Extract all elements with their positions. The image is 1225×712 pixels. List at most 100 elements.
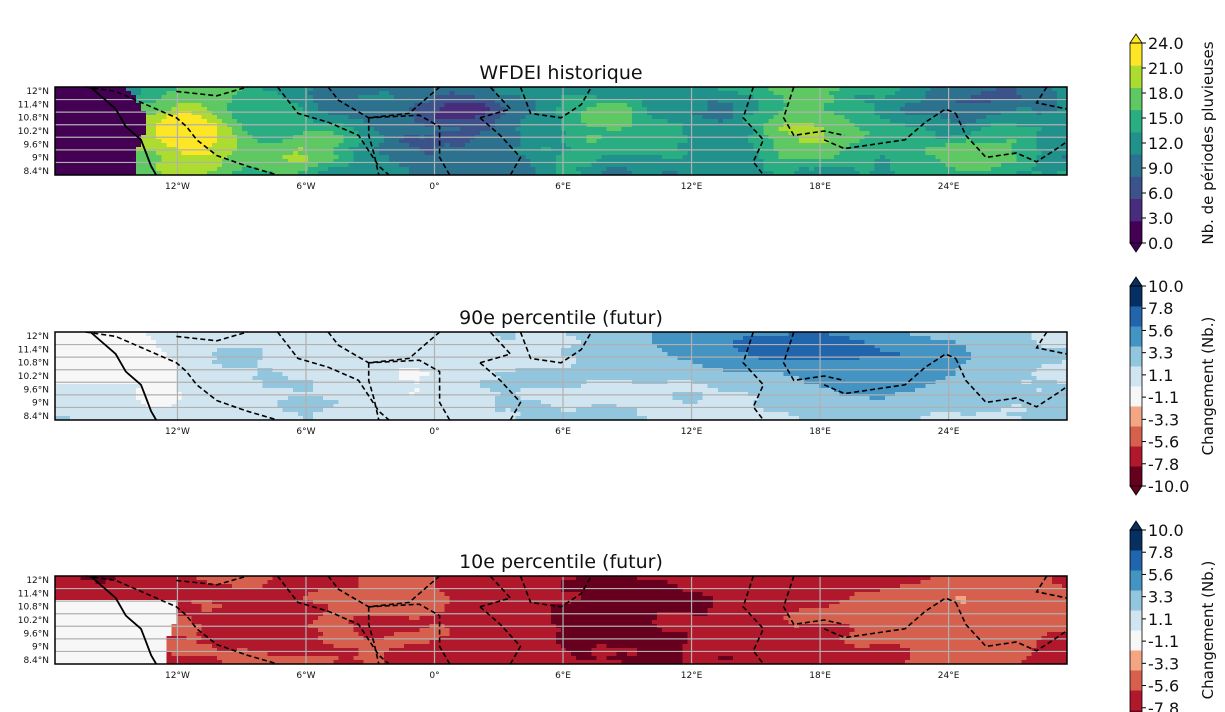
colorbar-bin bbox=[1130, 446, 1142, 467]
lat-tick-label: 10.2°N bbox=[18, 127, 49, 137]
colorbar-bin bbox=[1130, 65, 1142, 88]
colorbar-bin bbox=[1130, 426, 1142, 447]
lat-tick-label: 11.4°N bbox=[18, 100, 49, 110]
colorbar-bin bbox=[1130, 109, 1142, 133]
lat-tick-label: 9.6°N bbox=[23, 385, 49, 395]
lat-tick-label: 8.4°N bbox=[23, 167, 49, 177]
colorbar-bin bbox=[1130, 346, 1142, 367]
lat-tick-label: 10.8°N bbox=[18, 359, 49, 369]
colorbar-tick-label: 15.0 bbox=[1148, 109, 1184, 128]
lon-tick-label: 18°E bbox=[809, 182, 831, 192]
lon-tick-label: 0° bbox=[429, 427, 439, 437]
lon-tick-label: 0° bbox=[429, 182, 439, 192]
lat-tick-label: 10.8°N bbox=[18, 603, 49, 613]
colorbar-bin bbox=[1130, 366, 1142, 387]
colorbar-tick-label: 7.8 bbox=[1148, 299, 1173, 318]
colorbar-bin bbox=[1130, 570, 1142, 591]
lat-tick-label: 9°N bbox=[32, 399, 49, 409]
colorbar-tick-label: 18.0 bbox=[1148, 84, 1184, 103]
colorbar-bin bbox=[1130, 710, 1142, 712]
colorbar-label: Nb. de périodes pluvieuses bbox=[1199, 41, 1217, 244]
colorbar-tick-label: 7.8 bbox=[1148, 543, 1173, 562]
colorbar-bin bbox=[1130, 610, 1142, 631]
colorbar-tick-label: 12.0 bbox=[1148, 134, 1184, 153]
lon-tick-label: 6°W bbox=[296, 182, 315, 192]
colorbar-tick-label: -7.8 bbox=[1148, 699, 1179, 712]
lat-tick-label: 12°N bbox=[26, 576, 49, 586]
colorbar-extend-min bbox=[1129, 485, 1143, 496]
colorbar-bin bbox=[1130, 220, 1142, 244]
gridlines bbox=[55, 576, 1067, 664]
colorbar-bin bbox=[1130, 386, 1142, 407]
lon-tick-label: 12°W bbox=[165, 427, 190, 437]
map-panel-p10: 10e percentile (futur) 12°N 11.4°N 10.8°N 10… bbox=[18, 551, 1068, 681]
colorbar-bin bbox=[1130, 590, 1142, 611]
colorbar-extend-max bbox=[1129, 276, 1143, 287]
colorbar-p90: -10.0 -7.8 -5.6 -3.3 -1.1 1.1 3.3 5.6 7.8 10.0 Cha… bbox=[1129, 276, 1217, 496]
lon-tick-label: 0° bbox=[429, 671, 439, 681]
lat-tick-label: 12°N bbox=[26, 332, 49, 342]
colorbar-historique: 0.0 3.0 6.0 9.0 12.0 15.0 18.0 21.0 24.0 Nb. de p… bbox=[1129, 33, 1217, 253]
colorbar-bin bbox=[1130, 306, 1142, 327]
colorbar-bin bbox=[1130, 670, 1142, 691]
lat-tick-label: 11.4°N bbox=[18, 345, 49, 355]
lat-tick-label: 11.4°N bbox=[18, 589, 49, 599]
country-borders bbox=[85, 86, 1068, 176]
colorbar-bin bbox=[1130, 87, 1142, 111]
colorbar-extend-min bbox=[1129, 242, 1143, 253]
colorbar-tick-label: 1.1 bbox=[1148, 366, 1173, 385]
map-title: 10e percentile (futur) bbox=[459, 551, 663, 573]
colorbar-tick-label: -1.1 bbox=[1148, 632, 1179, 651]
colorbar-tick-label: 10.0 bbox=[1148, 277, 1184, 296]
colorbar-bin bbox=[1130, 198, 1142, 222]
map-title: WFDEI historique bbox=[479, 62, 642, 84]
colorbar-tick-label: -3.3 bbox=[1148, 410, 1179, 429]
colorbar-extend-max bbox=[1129, 33, 1143, 44]
gridlines bbox=[55, 332, 1067, 420]
colorbar-bin bbox=[1130, 550, 1142, 571]
country-borders bbox=[85, 331, 1068, 421]
colorbar-bin bbox=[1130, 630, 1142, 651]
lon-tick-label: 18°E bbox=[809, 671, 831, 681]
lat-tick-label: 9°N bbox=[32, 643, 49, 653]
colorbar-tick-label: 9.0 bbox=[1148, 159, 1173, 178]
colorbar-bin bbox=[1130, 286, 1142, 307]
colorbar-tick-label: 1.1 bbox=[1148, 610, 1173, 629]
lon-tick-label: 12°E bbox=[681, 182, 703, 192]
lon-tick-label: 12°E bbox=[681, 671, 703, 681]
colorbar-tick-label: -1.1 bbox=[1148, 388, 1179, 407]
lat-tick-label: 12°N bbox=[26, 87, 49, 97]
colorbar-bin bbox=[1130, 650, 1142, 671]
lon-tick-label: 6°E bbox=[555, 671, 571, 681]
colorbar-tick-label: 3.3 bbox=[1148, 344, 1173, 363]
colorbar-bin bbox=[1130, 690, 1142, 711]
lat-tick-label: 9.6°N bbox=[23, 140, 49, 150]
colorbar-label: Changement (Nb.) bbox=[1199, 561, 1217, 700]
lat-tick-label: 8.4°N bbox=[23, 412, 49, 422]
colorbar-bin bbox=[1130, 406, 1142, 427]
colorbar-tick-label: -5.6 bbox=[1148, 677, 1179, 696]
lon-tick-label: 12°E bbox=[681, 427, 703, 437]
lon-tick-label: 12°W bbox=[165, 182, 190, 192]
lon-tick-label: 6°E bbox=[555, 427, 571, 437]
lon-tick-label: 24°E bbox=[938, 427, 960, 437]
colorbar-tick-label: -3.3 bbox=[1148, 654, 1179, 673]
lon-tick-label: 24°E bbox=[938, 182, 960, 192]
lat-tick-label: 9°N bbox=[32, 154, 49, 164]
map-panel-p90: 90e percentile (futur) 12°N 11.4°N 10.8°N 10… bbox=[18, 307, 1068, 437]
colorbar-tick-label: 24.0 bbox=[1148, 34, 1184, 53]
colorbar-tick-label: 3.3 bbox=[1148, 588, 1173, 607]
colorbar-tick-label: -7.8 bbox=[1148, 455, 1179, 474]
colorbar-bin bbox=[1130, 176, 1142, 200]
lat-tick-label: 10.8°N bbox=[18, 114, 49, 124]
colorbar-tick-label: 5.6 bbox=[1148, 565, 1173, 584]
lat-tick-label: 10.2°N bbox=[18, 372, 49, 382]
colorbar-bin bbox=[1130, 43, 1142, 66]
lon-tick-label: 18°E bbox=[809, 427, 831, 437]
colorbar-bin bbox=[1130, 154, 1142, 177]
colorbar-p10: -10.0-7.8-5.6-3.3-1.11.13.35.67.810.0Cha… bbox=[1129, 520, 1217, 712]
map-panel-historique: WFDEI historique 12°N 11.4°N 10.8°N 10.2°N 9.… bbox=[18, 62, 1068, 192]
map-frame bbox=[54, 331, 1068, 421]
colorbar-tick-label: 5.6 bbox=[1148, 321, 1173, 340]
colorbar-tick-label: -5.6 bbox=[1148, 433, 1179, 452]
